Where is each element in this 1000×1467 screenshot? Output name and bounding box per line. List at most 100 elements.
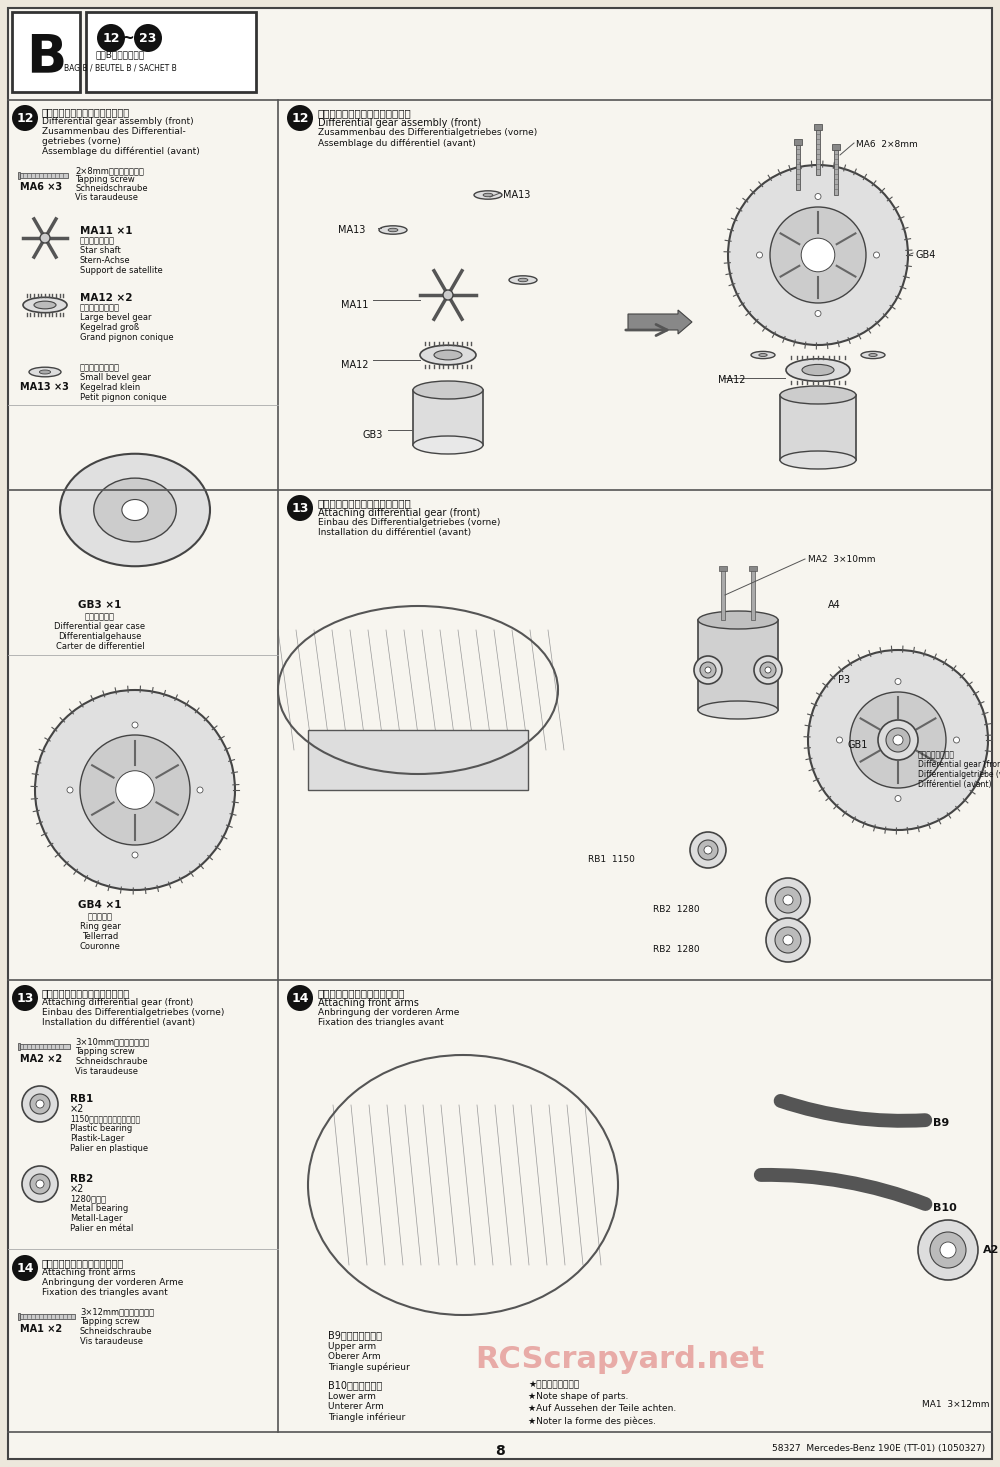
Text: Tapping screw: Tapping screw	[75, 1047, 135, 1056]
Text: RB1  1150: RB1 1150	[588, 855, 635, 864]
Text: P3: P3	[838, 675, 850, 685]
Bar	[18, 172, 20, 179]
Text: Assemblage du différentiel (avant): Assemblage du différentiel (avant)	[318, 138, 476, 148]
Ellipse shape	[509, 276, 537, 285]
Text: Plastic bearing: Plastic bearing	[70, 1124, 132, 1133]
Text: リングギヤ: リングギヤ	[88, 912, 112, 921]
Text: ×2: ×2	[70, 1105, 84, 1113]
Text: MA11 ×1: MA11 ×1	[80, 226, 132, 236]
Ellipse shape	[29, 367, 61, 377]
Circle shape	[754, 656, 782, 684]
Circle shape	[775, 888, 801, 912]
Ellipse shape	[420, 345, 476, 365]
Text: 12: 12	[16, 111, 34, 125]
Text: Fixation des triangles avant: Fixation des triangles avant	[42, 1288, 168, 1297]
Text: Schneidschraube: Schneidschraube	[80, 1328, 153, 1336]
Circle shape	[700, 662, 716, 678]
Ellipse shape	[786, 359, 850, 381]
Text: ベベルシャフト: ベベルシャフト	[80, 236, 115, 245]
Bar	[780, 395, 856, 461]
Text: 3×12mmタッピングビス: 3×12mmタッピングビス	[80, 1307, 154, 1316]
Circle shape	[850, 692, 946, 788]
Text: Large bevel gear: Large bevel gear	[80, 312, 152, 321]
Text: 1150プラスチックベアリング: 1150プラスチックベアリング	[70, 1113, 140, 1124]
Text: 《フロントデフギヤの組み立て》: 《フロントデフギヤの組み立て》	[42, 107, 130, 117]
Text: Attaching front arms: Attaching front arms	[318, 998, 419, 1008]
Bar	[719, 566, 727, 571]
Ellipse shape	[518, 279, 528, 282]
Text: Triangle supérieur: Triangle supérieur	[328, 1361, 410, 1372]
Text: ★Noter la forme des pièces.: ★Noter la forme des pièces.	[528, 1416, 656, 1426]
Text: 《フロントアームの取り付け》: 《フロントアームの取り付け》	[318, 987, 406, 998]
Text: MA12: MA12	[718, 376, 746, 384]
Text: 13: 13	[291, 502, 309, 515]
Circle shape	[690, 832, 726, 868]
Text: Lower arm: Lower arm	[328, 1392, 376, 1401]
Circle shape	[881, 723, 915, 757]
Circle shape	[698, 841, 718, 860]
Bar	[834, 150, 838, 195]
Text: Tapping screw: Tapping screw	[80, 1317, 140, 1326]
Text: Schneidschraube: Schneidschraube	[75, 1058, 148, 1067]
Text: Differential gear assembly (front): Differential gear assembly (front)	[318, 117, 481, 128]
Text: Assemblage du différentiel (avant): Assemblage du différentiel (avant)	[42, 147, 200, 157]
Text: Couronne: Couronne	[80, 942, 120, 951]
Text: MA2  3×10mm: MA2 3×10mm	[808, 555, 876, 563]
Text: 1280メタル: 1280メタル	[70, 1194, 106, 1203]
Ellipse shape	[94, 478, 176, 541]
Bar	[12, 12, 80, 92]
Text: 8: 8	[495, 1444, 505, 1458]
Bar	[413, 390, 483, 445]
Text: Carter de differentiel: Carter de differentiel	[56, 643, 144, 651]
Circle shape	[443, 290, 453, 299]
Circle shape	[757, 252, 763, 258]
Text: 12: 12	[102, 31, 120, 44]
Circle shape	[815, 194, 821, 200]
Circle shape	[760, 662, 776, 678]
Text: B: B	[26, 31, 66, 84]
Circle shape	[895, 795, 901, 801]
FancyArrowPatch shape	[781, 1100, 925, 1121]
Text: Fixation des triangles avant: Fixation des triangles avant	[318, 1018, 444, 1027]
Circle shape	[694, 656, 722, 684]
Circle shape	[116, 770, 154, 810]
Ellipse shape	[780, 450, 856, 469]
Circle shape	[30, 1094, 50, 1113]
Circle shape	[134, 23, 162, 51]
Circle shape	[35, 689, 235, 890]
Circle shape	[808, 650, 988, 830]
Bar	[20, 1314, 75, 1319]
Text: MA12: MA12	[340, 359, 368, 370]
Text: Attaching differential gear (front): Attaching differential gear (front)	[318, 508, 480, 518]
Ellipse shape	[23, 298, 67, 312]
Text: Kegelrad groß: Kegelrad groß	[80, 323, 139, 332]
Text: RB1: RB1	[70, 1094, 93, 1105]
Text: Einbau des Differentialgetriebes (vorne): Einbau des Differentialgetriebes (vorne)	[42, 1008, 224, 1017]
Text: A4: A4	[828, 600, 841, 610]
Text: Anbringung der vorderen Arme: Anbringung der vorderen Arme	[42, 1278, 183, 1287]
Text: 《フロントデフギヤの組み立て》: 《フロントデフギヤの組み立て》	[318, 109, 412, 117]
Text: ×2: ×2	[70, 1184, 84, 1194]
Ellipse shape	[39, 370, 51, 374]
Bar	[308, 731, 528, 791]
Circle shape	[874, 252, 880, 258]
Text: RB2: RB2	[70, 1174, 93, 1184]
Text: Vis taraudeuse: Vis taraudeuse	[75, 194, 138, 202]
Text: getriebes (vorne): getriebes (vorne)	[42, 136, 121, 147]
Bar	[18, 1043, 20, 1049]
Text: ベベルギヤ（小）: ベベルギヤ（小）	[80, 362, 120, 373]
Bar	[794, 139, 802, 145]
Text: Vis taraudeuse: Vis taraudeuse	[75, 1067, 138, 1075]
Text: Star shaft: Star shaft	[80, 246, 121, 255]
Text: Tapping screw: Tapping screw	[75, 175, 135, 183]
Ellipse shape	[780, 386, 856, 403]
Ellipse shape	[861, 352, 885, 358]
Circle shape	[783, 934, 793, 945]
Ellipse shape	[759, 354, 767, 356]
Circle shape	[287, 494, 313, 521]
Text: MA13: MA13	[338, 224, 365, 235]
Text: ~: ~	[122, 31, 134, 45]
Circle shape	[775, 927, 801, 954]
Bar	[721, 571, 725, 621]
Text: MA11: MA11	[341, 299, 368, 310]
